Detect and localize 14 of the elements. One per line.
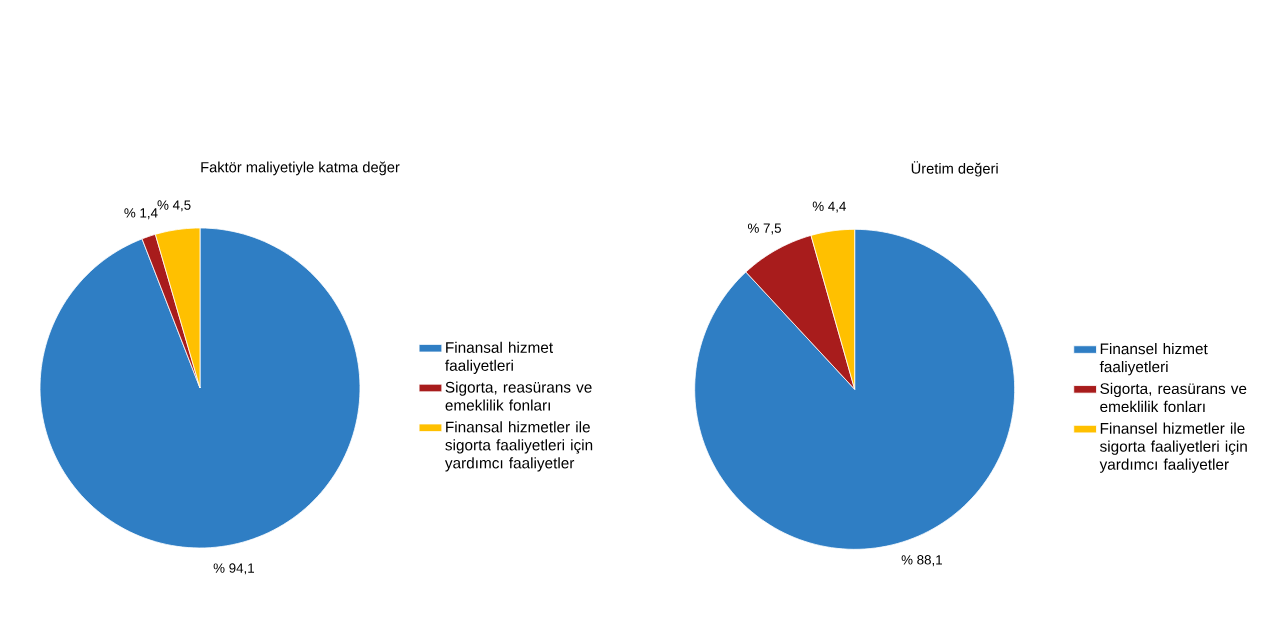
data-label: % 94,1 — [213, 563, 255, 575]
legend-label: Finansal hizmet faaliyetleri — [445, 341, 553, 374]
legend-label: Finansal hizmetler ile sigorta faaliyetleri için yardımcı faaliyetler — [444, 421, 593, 472]
data-label: % 1,4 — [124, 208, 158, 220]
data-label: % 7,5 — [747, 223, 781, 235]
legend-label: Sigorta, reasürans ve emeklilik fonları — [445, 381, 592, 411]
chart-title: Üretim değeri — [911, 161, 998, 177]
legend-label: Sigorta, reasürans ve emeklilik fonları — [1100, 382, 1247, 413]
data-label: % 4,5 — [157, 200, 191, 212]
data-label: % 4,4 — [812, 201, 846, 213]
legend-label: Finansel hizmet faaliyetleri — [1099, 343, 1208, 376]
legend-label: Finansel hizmetler ile sigorta faaliyetleri için yardımcı faaliyetler — [1099, 422, 1247, 473]
data-label: % 88,1 — [901, 555, 942, 567]
chart-title: Faktör maliyetiyle katma değer — [201, 161, 400, 176]
